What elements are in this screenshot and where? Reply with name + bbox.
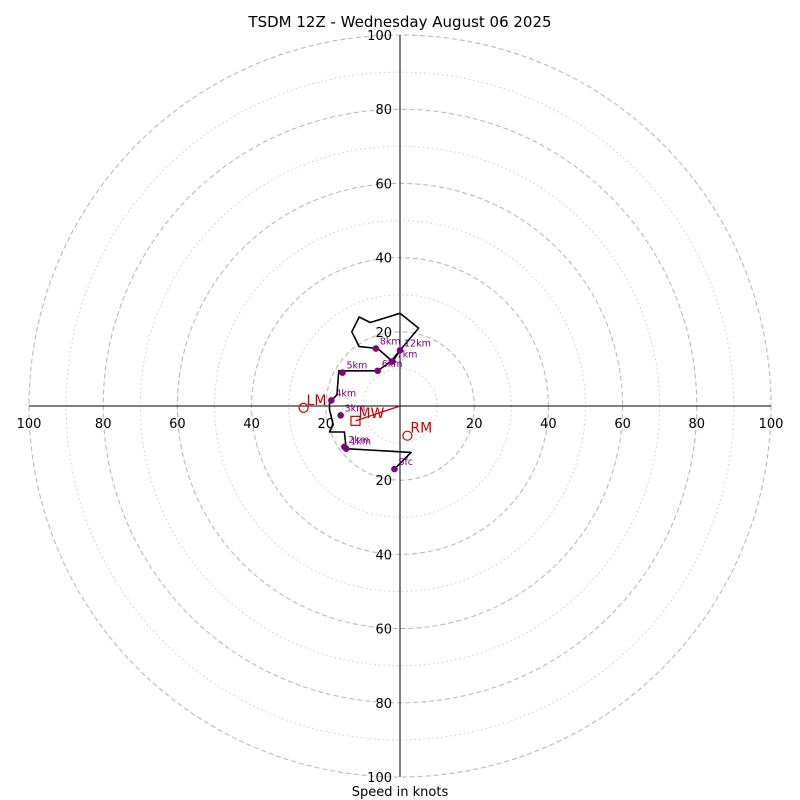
height-label-5km: 5km <box>346 361 367 372</box>
height-label-12km: 12km <box>404 338 431 349</box>
height-marker-6km <box>374 367 382 375</box>
y-tick-label: 40 <box>375 252 392 267</box>
x-tick-label: 40 <box>243 417 260 432</box>
motion-marker-LM <box>298 402 309 413</box>
y-tick-label: 20 <box>375 474 392 489</box>
mean-wind-vector <box>355 405 401 422</box>
y-tick-label: 20 <box>375 326 392 341</box>
x-tick-label: 80 <box>689 417 706 432</box>
x-tick-label: 60 <box>614 417 631 432</box>
y-tick-label: 60 <box>375 623 392 638</box>
x-tick-label: 100 <box>17 417 42 432</box>
height-marker-12km <box>396 347 404 354</box>
height-marker-Sfc <box>391 465 398 473</box>
y-tick-label: 100 <box>367 29 392 44</box>
y-tick-label: 80 <box>375 697 392 712</box>
x-tick-label: 20 <box>318 417 335 432</box>
height-label-7km: 7km <box>397 349 418 360</box>
y-tick-label: 60 <box>375 177 392 192</box>
height-label-3km: 3km <box>345 403 366 414</box>
height-label-4km: 4km <box>335 388 356 399</box>
height-marker-2km <box>341 443 348 451</box>
hodograph-trace <box>328 312 420 470</box>
chart-title: TSDM 12Z - Wednesday August 06 2025 <box>247 13 551 31</box>
height-marker-7km <box>389 358 396 365</box>
x-axis-label: Speed in knots <box>352 785 449 800</box>
motion-marker-MW <box>350 415 361 426</box>
height-label-8km: 8km <box>380 336 401 347</box>
height-label-2km: 2km <box>348 435 369 446</box>
y-tick-label: 40 <box>375 548 392 563</box>
motion-marker-RM <box>402 430 413 441</box>
tick-labels: 100 80 60 40 20 20 40 60 80 100 100 80 60 40 20 20 40 60 8… <box>17 29 784 786</box>
height-label-1km: 1km <box>350 437 371 448</box>
x-tick-label: 100 <box>759 417 784 432</box>
height-label-Sfc: Sfc <box>398 457 413 468</box>
y-tick-label: 100 <box>367 771 392 786</box>
height-marker-8km <box>372 345 380 352</box>
x-tick-label: 40 <box>540 417 557 432</box>
y-tick-label: 80 <box>375 103 392 118</box>
height-marker-5km <box>339 369 346 376</box>
plot-area: Sfc1km2km3km4km5km6km7km8km12kmLMRMMW <box>298 312 432 473</box>
height-marker-4km <box>328 397 335 404</box>
motion-label-RM: RM <box>410 421 432 437</box>
motion-label-LM: LM <box>307 393 327 409</box>
x-tick-label: 60 <box>169 417 186 432</box>
x-tick-label: 20 <box>466 417 483 432</box>
motion-label-MW: MW <box>358 406 384 422</box>
height-marker-3km <box>337 411 344 419</box>
x-tick-label: 80 <box>95 417 112 432</box>
